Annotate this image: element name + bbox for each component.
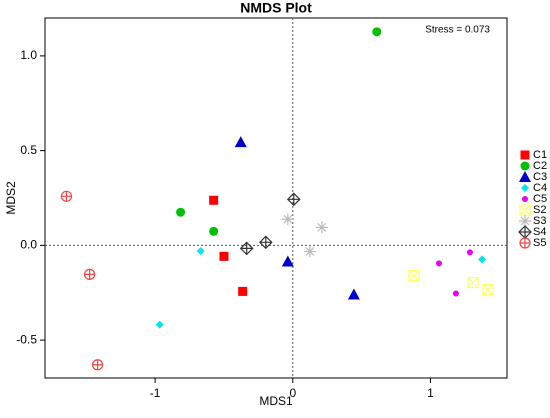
point xyxy=(478,255,487,264)
point xyxy=(91,359,104,371)
marker-part xyxy=(281,255,294,267)
marker-part xyxy=(219,251,229,261)
point xyxy=(408,269,420,282)
chart-title: NMDS Plot xyxy=(240,0,312,16)
marker-part xyxy=(303,245,316,258)
marker-part xyxy=(234,136,247,148)
y-tick-label: -0.5 xyxy=(16,332,37,346)
marker-part xyxy=(482,284,494,295)
legend-marker xyxy=(519,204,531,216)
y-tick-label: 0.5 xyxy=(20,143,37,157)
marker-part xyxy=(519,204,531,216)
marker-part xyxy=(92,359,103,370)
legend-marker xyxy=(521,184,529,192)
legend-marker xyxy=(520,161,530,171)
marker-part xyxy=(519,226,531,238)
marker-part xyxy=(519,215,531,227)
legend-label: S5 xyxy=(533,237,546,249)
legend-label: C1 xyxy=(533,149,547,161)
marker-part xyxy=(435,260,442,267)
y-tick-label: 0.0 xyxy=(20,238,37,252)
legend-label: C3 xyxy=(533,171,547,183)
marker-part xyxy=(238,286,248,296)
legend-label: S4 xyxy=(533,226,546,238)
point xyxy=(238,286,248,296)
point xyxy=(372,27,382,37)
marker-part xyxy=(466,249,473,256)
marker-part xyxy=(176,207,186,217)
point xyxy=(60,190,73,202)
point xyxy=(303,245,316,258)
marker-part xyxy=(315,221,328,234)
point xyxy=(239,241,254,256)
point xyxy=(209,195,219,205)
point xyxy=(281,213,294,226)
legend-label: C5 xyxy=(533,193,547,205)
marker-part xyxy=(281,213,294,226)
point xyxy=(176,207,186,217)
legend-marker xyxy=(519,237,531,249)
marker-part xyxy=(467,276,479,289)
marker-part xyxy=(61,191,72,202)
marker-part xyxy=(522,196,528,202)
legend-label: S2 xyxy=(533,204,546,216)
point xyxy=(196,247,205,256)
point xyxy=(219,251,229,261)
marker-part xyxy=(482,283,494,296)
marker-part xyxy=(259,236,272,249)
plot-frame xyxy=(44,17,508,379)
point xyxy=(281,255,294,267)
point xyxy=(155,320,164,329)
marker-part xyxy=(287,193,300,206)
annotation: Stress = 0.073 xyxy=(425,25,490,36)
marker-part xyxy=(519,171,531,182)
marker-part xyxy=(408,270,420,281)
point xyxy=(452,290,459,297)
marker-part xyxy=(84,269,95,280)
marker-part xyxy=(452,290,459,297)
legend-marker xyxy=(519,171,531,182)
legend-marker xyxy=(520,150,530,160)
marker-part xyxy=(520,150,530,160)
marker-part xyxy=(408,269,420,282)
point xyxy=(258,235,273,250)
marker-part xyxy=(478,255,487,264)
marker-part xyxy=(372,27,382,37)
y-tick-label: 1.0 xyxy=(20,48,37,62)
marker-part xyxy=(209,226,219,236)
marker-part xyxy=(155,320,164,329)
marker-part xyxy=(196,247,205,256)
marker-part xyxy=(209,195,219,205)
point xyxy=(435,260,442,267)
x-tick-label: 1 xyxy=(427,386,434,400)
point xyxy=(84,268,96,280)
marker-part xyxy=(347,288,360,300)
marker-part xyxy=(520,238,530,248)
marker-part xyxy=(520,161,530,171)
legend-label: C4 xyxy=(533,182,547,194)
legend-label: C2 xyxy=(533,160,547,172)
x-tick-label: 0 xyxy=(289,386,296,400)
legend-marker xyxy=(519,215,531,227)
point xyxy=(286,192,301,207)
y-axis-label: MDS2 xyxy=(4,181,18,215)
point xyxy=(347,288,360,300)
legend-label: S3 xyxy=(533,215,546,227)
point xyxy=(209,226,219,236)
x-axis-label: MDS1 xyxy=(259,394,293,408)
point xyxy=(467,276,479,289)
legend-marker xyxy=(518,225,532,239)
x-tick-label: -1 xyxy=(150,386,161,400)
marker-part xyxy=(467,277,479,288)
legend-marker xyxy=(522,196,528,202)
point xyxy=(482,283,494,296)
point xyxy=(234,136,247,148)
marker-part xyxy=(240,242,253,255)
point xyxy=(315,221,328,234)
marker-part xyxy=(521,184,529,192)
point xyxy=(466,249,473,256)
